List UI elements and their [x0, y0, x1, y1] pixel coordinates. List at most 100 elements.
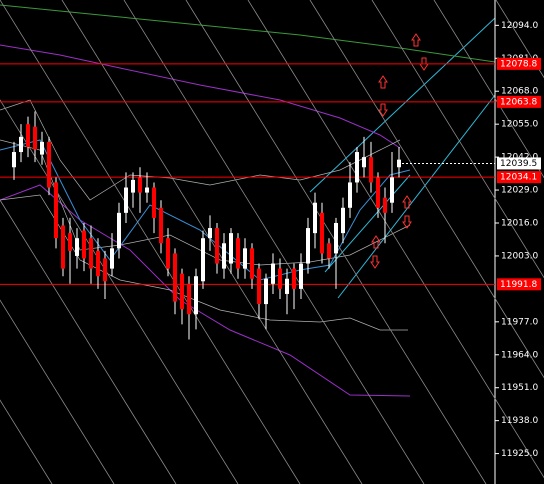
- candle-body: [383, 197, 387, 213]
- candle-body: [33, 126, 37, 150]
- candle-body: [222, 243, 226, 269]
- price-label: 12039.5: [500, 159, 537, 169]
- fan-line: [433, 0, 544, 179]
- candle-body: [362, 157, 366, 168]
- band-line: [0, 194, 408, 331]
- candle-body: [327, 243, 331, 259]
- y-tick-label: 11925.0: [501, 449, 538, 459]
- candle-body: [54, 182, 58, 239]
- candle-body: [229, 233, 233, 264]
- candle-body: [166, 238, 170, 269]
- candle-body: [187, 283, 191, 315]
- y-tick-label: 12055.0: [501, 120, 538, 130]
- candle-body: [236, 238, 240, 269]
- fan-line: [0, 399, 53, 484]
- candle-body: [96, 250, 100, 277]
- ma-line: [0, 4, 496, 63]
- candle-body: [292, 268, 296, 289]
- y-tick-label: 11977.0: [501, 317, 538, 327]
- band-line: [0, 184, 411, 397]
- fan-line: [61, 0, 363, 484]
- fan-line: [371, 0, 544, 279]
- arrow-down: [419, 57, 429, 71]
- candle-body: [180, 273, 184, 310]
- candle-body: [173, 253, 177, 302]
- y-tick-label: 12094.0: [501, 21, 538, 31]
- channel-line: [324, 174, 411, 273]
- candle-body: [47, 141, 51, 188]
- fan-line: [0, 99, 239, 484]
- candle-body: [61, 225, 65, 269]
- candle-body: [299, 263, 303, 289]
- fan-line: [0, 299, 115, 484]
- candle-body: [103, 258, 107, 282]
- candle-body: [250, 248, 254, 279]
- fan-line: [123, 0, 425, 484]
- channel-line: [309, 17, 496, 193]
- candle-body: [68, 233, 72, 251]
- candle-body: [89, 238, 93, 269]
- candle-body: [341, 207, 345, 234]
- candle-body: [40, 141, 44, 155]
- level-label: 12063.8: [500, 97, 537, 107]
- candle-body: [12, 152, 16, 168]
- candle-body: [369, 157, 373, 183]
- y-tick-label: 11938.0: [501, 416, 538, 426]
- band-line: [0, 139, 411, 266]
- fan-line: [309, 0, 544, 379]
- candle-body: [320, 212, 324, 254]
- candle-body: [131, 179, 135, 193]
- level-label-box: [497, 57, 541, 70]
- arrow-down: [378, 103, 388, 117]
- level-label-box: [497, 278, 541, 291]
- candle-body: [271, 263, 275, 284]
- candle-body: [26, 124, 30, 147]
- fan-line: [247, 0, 544, 479]
- band-line: [0, 99, 401, 201]
- y-tick-label: 12029.0: [501, 186, 538, 196]
- arrow-up: [371, 235, 381, 249]
- candle-body: [285, 278, 289, 294]
- candle-body: [19, 136, 23, 153]
- candle-body: [313, 202, 317, 234]
- candle-body: [397, 159, 401, 168]
- y-tick-label: 11951.0: [501, 383, 538, 393]
- candle-body: [75, 238, 79, 256]
- candle-body: [264, 278, 268, 305]
- level-label-box: [497, 95, 541, 108]
- level-label: 12034.1: [500, 173, 537, 183]
- candle-body: [152, 187, 156, 218]
- y-tick-label: 12068.0: [501, 87, 538, 97]
- arrow-up: [378, 75, 388, 89]
- candle-body: [138, 177, 142, 193]
- arrow-down: [402, 215, 412, 229]
- arrow-up: [402, 195, 412, 209]
- candle-body: [215, 228, 219, 264]
- arrow-down: [370, 255, 380, 269]
- ma-line: [0, 44, 401, 149]
- channel-line: [337, 94, 496, 299]
- candle-body: [278, 268, 282, 289]
- candle-body: [257, 268, 261, 305]
- candle-body: [208, 228, 212, 239]
- candle-body: [376, 177, 380, 208]
- arrow-up: [411, 33, 421, 47]
- level-label-box: [497, 171, 541, 184]
- candle-body: [243, 248, 247, 269]
- candle-body: [348, 182, 352, 208]
- candle-body: [82, 230, 86, 259]
- candle-body: [201, 238, 205, 282]
- fan-line: [0, 199, 177, 484]
- y-tick-label: 12003.0: [501, 251, 538, 261]
- candle-body: [355, 152, 359, 183]
- candle-body: [194, 276, 198, 315]
- candle-body: [124, 187, 128, 213]
- y-tick-label: 11964.0: [501, 350, 538, 360]
- price-label-box: [497, 157, 541, 170]
- y-tick-label: 12016.0: [501, 218, 538, 228]
- candle-body: [117, 212, 121, 249]
- candle-body: [159, 207, 163, 244]
- candle-body: [145, 187, 149, 193]
- level-label: 12078.8: [500, 59, 537, 69]
